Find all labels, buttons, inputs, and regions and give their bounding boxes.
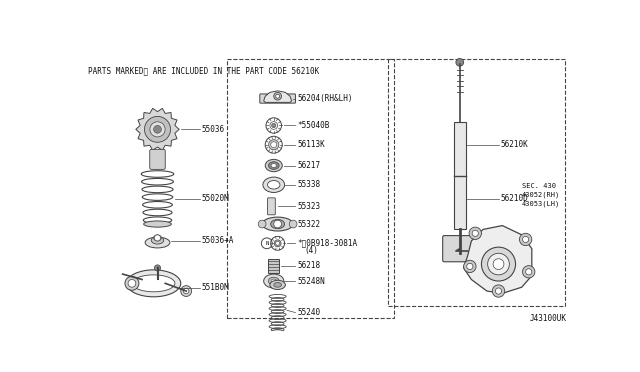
Text: 56204(RH&LH): 56204(RH&LH) (297, 94, 353, 103)
Circle shape (145, 116, 170, 142)
Ellipse shape (262, 217, 293, 231)
Ellipse shape (268, 162, 279, 169)
Circle shape (488, 253, 509, 275)
Text: 55338: 55338 (297, 180, 320, 189)
FancyBboxPatch shape (150, 150, 165, 169)
Circle shape (493, 259, 504, 269)
Ellipse shape (270, 280, 285, 289)
FancyBboxPatch shape (268, 198, 275, 215)
Text: 56113K: 56113K (297, 140, 324, 149)
Ellipse shape (264, 274, 284, 288)
Circle shape (154, 265, 161, 271)
Text: 55322: 55322 (297, 219, 320, 228)
Text: 56210K: 56210K (500, 140, 528, 149)
Circle shape (467, 263, 473, 269)
Text: 55036+A: 55036+A (202, 237, 234, 246)
Ellipse shape (151, 236, 164, 244)
Ellipse shape (265, 159, 282, 172)
Polygon shape (136, 108, 179, 150)
Circle shape (520, 233, 532, 246)
Ellipse shape (271, 164, 276, 167)
Ellipse shape (127, 270, 180, 297)
Circle shape (469, 227, 481, 240)
Ellipse shape (154, 235, 161, 241)
Circle shape (154, 125, 161, 133)
Circle shape (150, 122, 165, 137)
Circle shape (276, 94, 280, 98)
Text: PARTS MARKED※ ARE INCLUDED IN THE PART CODE 56210K: PARTS MARKED※ ARE INCLUDED IN THE PART C… (88, 66, 319, 75)
Ellipse shape (271, 279, 276, 283)
Text: 551B0M: 551B0M (202, 283, 229, 292)
Circle shape (274, 92, 282, 100)
Bar (227, 58, 394, 318)
Circle shape (154, 235, 161, 241)
Circle shape (274, 240, 281, 247)
Polygon shape (463, 225, 532, 294)
Circle shape (271, 142, 276, 148)
Ellipse shape (271, 330, 285, 336)
Circle shape (492, 285, 505, 297)
Text: 55248N: 55248N (297, 276, 324, 286)
Ellipse shape (263, 177, 285, 192)
Circle shape (481, 247, 516, 281)
Ellipse shape (271, 219, 285, 229)
Text: 56218: 56218 (297, 261, 320, 270)
Text: 55240: 55240 (297, 308, 320, 317)
Circle shape (259, 220, 266, 228)
Circle shape (525, 269, 532, 275)
Text: J43100UK: J43100UK (530, 314, 566, 323)
Text: (4): (4) (305, 247, 319, 256)
Bar (454, 122, 466, 230)
Circle shape (463, 260, 476, 273)
Circle shape (128, 279, 136, 287)
Circle shape (274, 220, 282, 228)
Text: 56210D: 56210D (500, 194, 528, 203)
Text: 56217: 56217 (297, 161, 320, 170)
Circle shape (495, 288, 502, 294)
Ellipse shape (274, 283, 282, 287)
Ellipse shape (268, 180, 280, 189)
Circle shape (184, 288, 189, 294)
Circle shape (269, 140, 279, 150)
Text: 55323: 55323 (297, 202, 320, 211)
Circle shape (289, 220, 297, 228)
Circle shape (125, 276, 139, 290)
Circle shape (472, 230, 478, 236)
Ellipse shape (143, 221, 172, 227)
Text: 55036: 55036 (202, 125, 225, 134)
Circle shape (180, 286, 191, 296)
Text: SEC. 430
43052(RH)
43053(LH): SEC. 430 43052(RH) 43053(LH) (522, 183, 560, 207)
Bar (388, 58, 565, 307)
Circle shape (276, 241, 280, 245)
Ellipse shape (268, 277, 279, 285)
Text: *55040B: *55040B (297, 121, 330, 130)
Text: 55020M: 55020M (202, 194, 229, 203)
Circle shape (271, 124, 276, 128)
FancyBboxPatch shape (268, 259, 279, 273)
Circle shape (522, 266, 535, 278)
FancyBboxPatch shape (260, 94, 296, 103)
FancyBboxPatch shape (443, 235, 477, 262)
Text: N: N (265, 241, 268, 246)
Ellipse shape (132, 275, 175, 292)
Polygon shape (264, 91, 292, 102)
Circle shape (522, 236, 529, 243)
Text: *␐0B918-3081A: *␐0B918-3081A (297, 239, 357, 248)
Ellipse shape (145, 237, 170, 248)
Circle shape (456, 58, 463, 66)
